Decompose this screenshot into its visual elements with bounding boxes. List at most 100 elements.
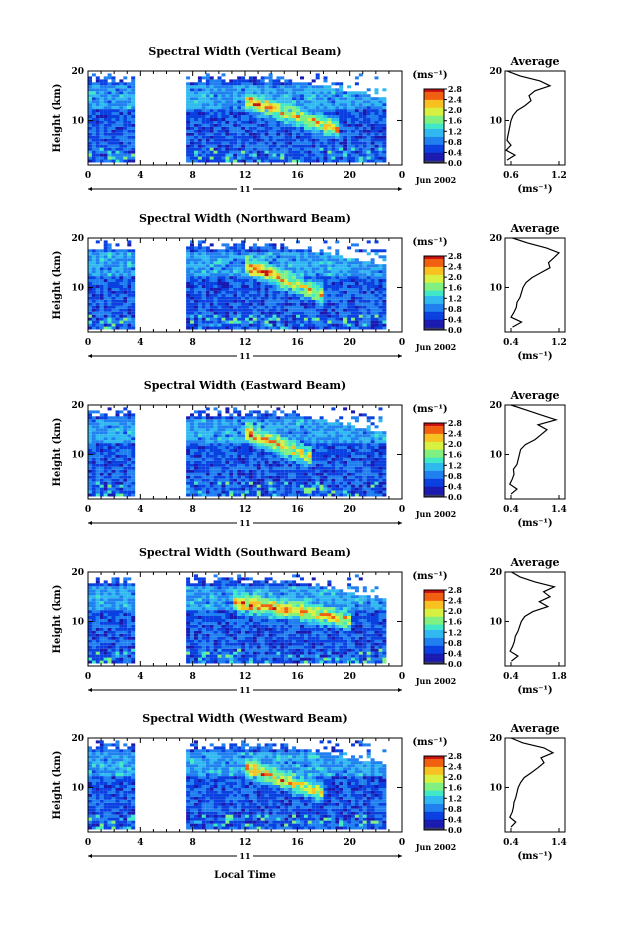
heatmap-cell: [272, 249, 277, 253]
heatmap-cell: [347, 153, 352, 157]
heatmap-cell: [264, 454, 269, 458]
heatmap-cell: [115, 270, 120, 274]
heatmap-cell: [217, 100, 222, 104]
heatmap-cell: [331, 100, 336, 104]
heatmap-cell: [370, 106, 375, 110]
heatmap-cell: [197, 282, 202, 285]
heatmap-cell: [323, 258, 328, 262]
heatmap-cell: [205, 443, 210, 447]
heatmap-cell: [229, 323, 234, 327]
heatmap-cell: [268, 487, 273, 491]
heatmap-cell: [288, 490, 293, 494]
heatmap-cell: [280, 109, 285, 113]
heatmap-cell: [194, 120, 198, 124]
heatmap-cell: [123, 428, 128, 432]
heatmap-cell: [248, 472, 253, 476]
heatmap-cell: [264, 147, 269, 151]
heatmap-cell: [264, 487, 269, 491]
heatmap-cell: [374, 115, 379, 118]
heatmap-cell: [339, 276, 344, 280]
heatmap-cell: [190, 314, 194, 318]
heatmap-cell: [123, 285, 128, 288]
heatmap-cell: [217, 273, 222, 277]
heatmap-cell: [190, 123, 194, 127]
heatmap-cell: [292, 302, 297, 306]
heatmap-cell: [88, 314, 92, 318]
heatmap-cell: [256, 434, 261, 438]
heatmap-cell: [119, 153, 124, 157]
heatmap-cell: [111, 440, 116, 444]
heatmap-cell: [319, 287, 324, 291]
heatmap-cell: [272, 126, 277, 130]
heatmap-cell: [264, 267, 269, 271]
heatmap-cell: [237, 469, 242, 473]
heatmap-cell: [284, 252, 289, 256]
heatmap-cell: [378, 123, 383, 127]
heatmap-cell: [103, 249, 108, 253]
heatmap-cell: [237, 264, 242, 268]
heatmap-cell: [300, 460, 304, 464]
colorbar-segment: [424, 287, 444, 291]
heatmap-cell: [276, 472, 281, 476]
heatmap-cell: [123, 85, 128, 89]
heatmap-cell: [99, 302, 104, 306]
heatmap-cell: [303, 466, 308, 470]
heatmap-cell: [303, 308, 308, 312]
heatmap-cell: [252, 443, 257, 447]
heatmap-cell: [378, 270, 383, 274]
colorbar-segment: [424, 99, 444, 103]
heatmap-cell: [119, 123, 124, 127]
heatmap-cell: [111, 446, 116, 449]
heatmap-cell: [284, 97, 289, 101]
heatmap-cell: [315, 469, 320, 473]
heatmap-cell: [300, 138, 304, 142]
heatmap-cell: [91, 97, 96, 101]
heatmap-cell: [300, 123, 304, 127]
heatmap-cell: [292, 449, 297, 452]
heatmap-cell: [264, 472, 269, 476]
heatmap-cell: [319, 267, 324, 271]
heatmap-cell: [366, 270, 371, 274]
heatmap-cell: [315, 487, 320, 491]
heatmap-cell: [217, 410, 222, 414]
heatmap-cell: [362, 94, 367, 98]
heatmap-cell: [229, 267, 234, 271]
heatmap-cell: [217, 76, 222, 80]
heatmap-cell: [123, 106, 128, 110]
heatmap-cell: [233, 422, 238, 426]
heatmap-cell: [115, 493, 120, 497]
heatmap-cell: [276, 118, 281, 121]
heatmap-cell: [378, 326, 383, 330]
heatmap-cell: [119, 88, 124, 92]
heatmap-cell: [205, 422, 210, 426]
heatmap-cell: [351, 109, 355, 113]
heatmap-cell: [123, 308, 128, 312]
heatmap-cell: [358, 323, 363, 327]
heatmap-cell: [197, 115, 202, 118]
heatmap-cell: [276, 463, 281, 467]
heatmap-cell: [307, 135, 312, 139]
heatmap-cell: [347, 264, 352, 268]
heatmap-cell: [378, 135, 383, 139]
heatmap-cell: [119, 273, 124, 277]
heatmap-cell: [276, 132, 281, 136]
heatmap-cell: [99, 490, 104, 494]
heatmap-cell: [115, 446, 120, 449]
heatmap-cell: [209, 287, 214, 291]
heatmap-cell: [264, 443, 269, 447]
heatmap-cell: [88, 437, 92, 441]
heatmap-cell: [91, 287, 96, 291]
heatmap-cell: [303, 132, 308, 136]
heatmap-cell: [280, 460, 285, 464]
heatmap-cell: [256, 410, 261, 414]
heatmap-cell: [319, 106, 324, 110]
heatmap-cell: [205, 276, 210, 280]
heatmap-cell: [300, 493, 304, 497]
heatmap-cell: [119, 493, 124, 497]
heatmap-cell: [205, 255, 210, 259]
heatmap-cell: [190, 282, 194, 285]
heatmap-cell: [209, 153, 214, 157]
heatmap-cell: [323, 264, 328, 268]
heatmap-cell: [284, 320, 289, 324]
heatmap-cell: [190, 428, 194, 432]
